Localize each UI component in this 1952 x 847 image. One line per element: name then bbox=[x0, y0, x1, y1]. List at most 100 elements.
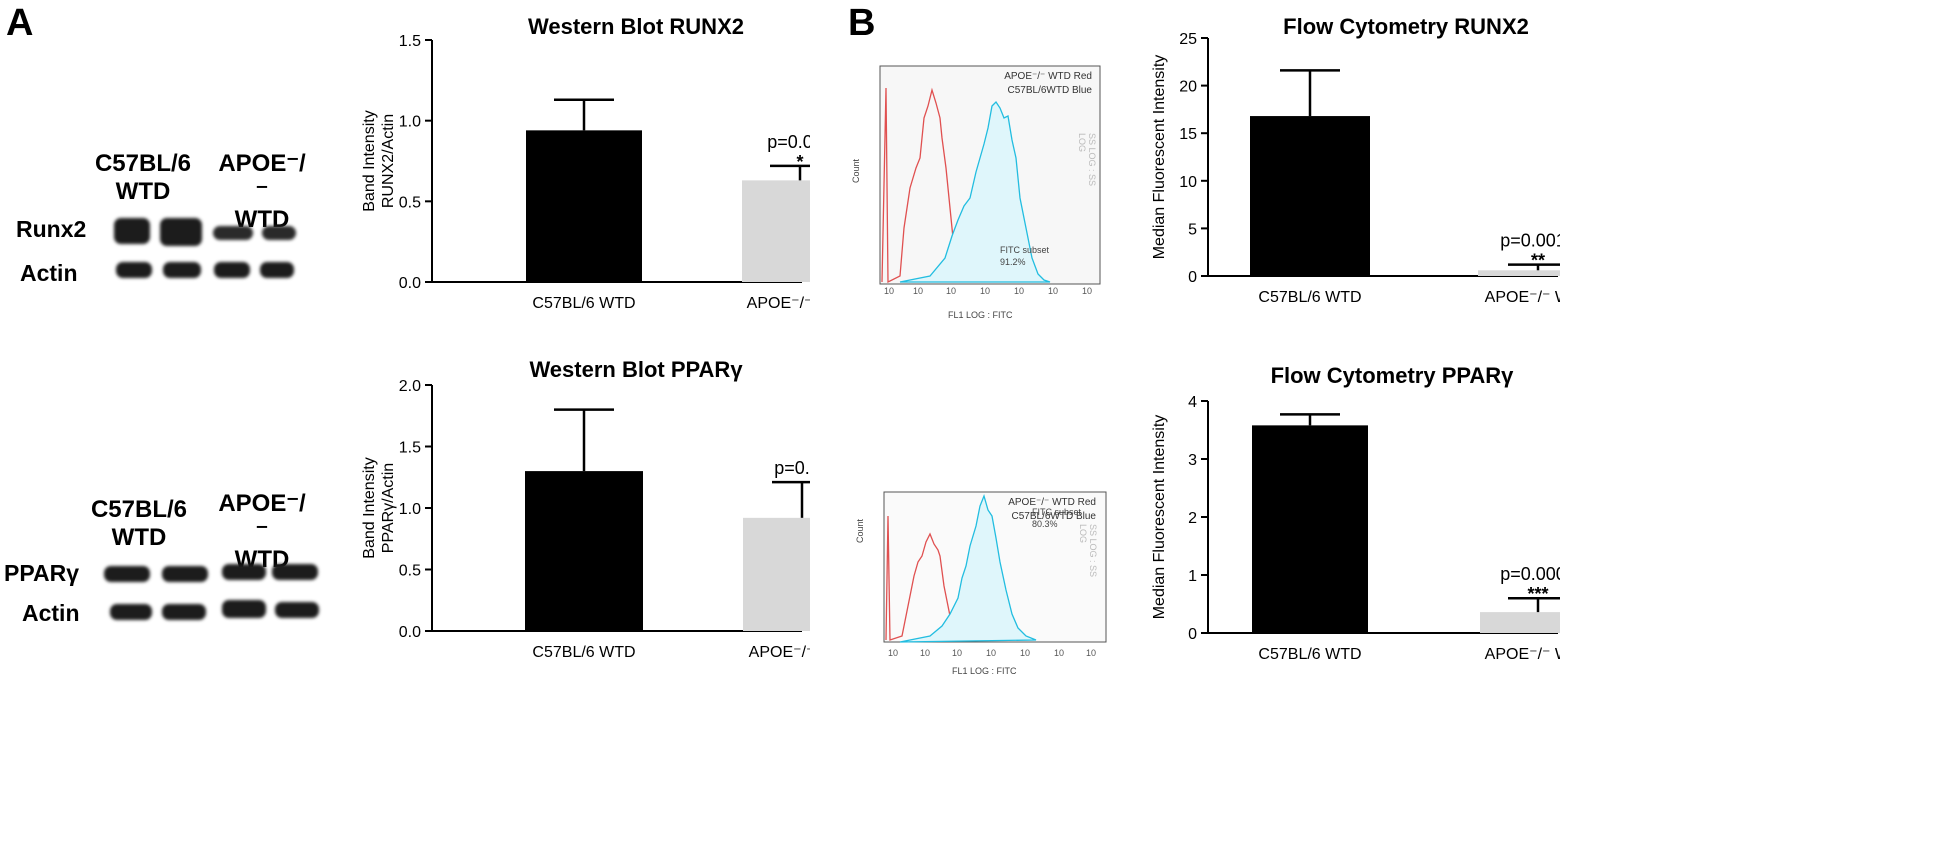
significance-stars: ** bbox=[1531, 251, 1545, 271]
category-label-1: APOE⁻/⁻ WTD bbox=[749, 644, 810, 661]
band-ppar-c57-1 bbox=[104, 566, 150, 582]
blot-group-label-c57: C57BL/6 WTD bbox=[90, 496, 188, 551]
y-axis-label: Band Intensity bbox=[361, 457, 378, 558]
band-actin-1 bbox=[110, 604, 152, 620]
flow-legend: APOE⁻/⁻ WTD Red C57BL/6WTD Blue bbox=[964, 496, 1096, 524]
x-tick: 10 bbox=[986, 648, 996, 658]
band-ppar-apoe-1 bbox=[222, 564, 266, 580]
y-tick-label: 4 bbox=[1188, 394, 1197, 411]
bar-1 bbox=[1478, 270, 1560, 276]
bar-0 bbox=[525, 471, 643, 631]
flow-histogram-ppar: 10 10 10 10 10 10 10 APOE⁻/⁻ WTD Red C57BL/… bbox=[840, 486, 1120, 686]
flow-ylabel: Count bbox=[851, 158, 862, 184]
category-label-0: C57BL/6 WTD bbox=[532, 644, 635, 661]
panel-label-b: B bbox=[848, 2, 876, 44]
chart-title: Flow Cytometry RUNX2 bbox=[1283, 14, 1529, 39]
x-tick: 10 bbox=[952, 648, 962, 658]
y-tick-label: 1.5 bbox=[399, 440, 421, 457]
x-tick: 10 bbox=[920, 648, 930, 658]
flow-xlabel: FL1 LOG : FITC bbox=[952, 666, 1017, 676]
y-tick-label: 2.0 bbox=[399, 378, 421, 395]
bar-1 bbox=[1480, 612, 1560, 633]
x-tick: 10 bbox=[946, 286, 956, 296]
legend-red: APOE⁻/⁻ WTD Red bbox=[1008, 497, 1096, 508]
band-ppar-apoe-2 bbox=[272, 564, 318, 580]
blot-group-label-apoe: APOE⁻/⁻ WTD bbox=[218, 490, 306, 573]
significance-stars: * bbox=[796, 152, 803, 172]
chart-title: Flow Cytometry PPARγ bbox=[1271, 363, 1515, 388]
band-actin-4 bbox=[260, 262, 294, 278]
x-tick: 10 bbox=[1020, 648, 1030, 658]
band-actin-4 bbox=[275, 602, 319, 618]
p-value-label: p=0.21 bbox=[774, 458, 810, 478]
x-tick: 10 bbox=[1086, 648, 1096, 658]
subset-title: FITC subset bbox=[1000, 245, 1050, 255]
y-axis-label: Median Fluorescent Intensity bbox=[1151, 55, 1168, 260]
flow-xlabel: FL1 LOG : FITC bbox=[948, 310, 1013, 320]
y-tick-label: 3 bbox=[1188, 452, 1197, 469]
blot-group-label-c57: C57BL/6 WTD bbox=[94, 150, 192, 205]
y-tick-label: 10 bbox=[1179, 174, 1197, 191]
significance-stars: *** bbox=[1527, 584, 1548, 604]
y-tick-label: 20 bbox=[1179, 79, 1197, 96]
fitc-subset-label: FITC subset 91.2% bbox=[1000, 244, 1049, 268]
band-actin-2 bbox=[163, 262, 201, 278]
blot-row-label-ppar: PPARγ bbox=[4, 560, 79, 586]
y-tick-label: 1.0 bbox=[399, 114, 421, 131]
chart-western-blot-ppar: Western Blot PPARγ 0.0 0.5 1.0 1.5 2.0 Band In… bbox=[361, 357, 810, 661]
p-value-label: p=0.0015 bbox=[1500, 231, 1560, 251]
blot-group-label-apoe: APOE⁻/⁻ WTD bbox=[218, 150, 306, 233]
flow-right-label: SS LOG : SS LOG bbox=[1078, 524, 1098, 578]
x-tick: 10 bbox=[980, 286, 990, 296]
bar-0 bbox=[1250, 116, 1370, 277]
blot-row-label-actin: Actin bbox=[20, 260, 78, 286]
bar-0 bbox=[1252, 425, 1368, 633]
y-tick-label: 5 bbox=[1188, 221, 1197, 238]
chart-flow-ppar: Flow Cytometry PPARγ 0 1 2 3 4 Median Fluoresc… bbox=[1151, 363, 1560, 663]
bar-0 bbox=[526, 130, 642, 282]
y-tick-label: 1.0 bbox=[399, 501, 421, 518]
subset-value: 80.3% bbox=[1032, 519, 1058, 529]
x-tick: 10 bbox=[1054, 648, 1064, 658]
bar-1 bbox=[742, 180, 810, 282]
category-label-0: C57BL/6 WTD bbox=[1258, 646, 1361, 663]
y-axis-label: Median Fluorescent Intensity bbox=[1151, 415, 1168, 620]
fitc-subset-label: FITC subset 80.3% bbox=[1032, 506, 1081, 530]
band-actin-2 bbox=[162, 604, 206, 620]
flow-ylabel: Count bbox=[855, 518, 866, 544]
x-tick: 10 bbox=[913, 286, 923, 296]
category-label-0: C57BL/6 WTD bbox=[1258, 289, 1361, 306]
band-runx2-c57-1 bbox=[114, 218, 150, 244]
y-tick-label: 0.0 bbox=[399, 275, 421, 292]
y-axis-label: Band Intensity bbox=[361, 110, 378, 211]
band-runx2-c57-2 bbox=[160, 218, 202, 246]
blot-row-label-runx2: Runx2 bbox=[16, 216, 87, 242]
band-runx2-apoe-1 bbox=[213, 226, 253, 240]
band-ppar-c57-2 bbox=[162, 566, 208, 582]
chart-western-blot-runx2: Western Blot RUNX2 0.0 0.5 1.0 1.5 Band Inten… bbox=[361, 14, 810, 312]
band-runx2-apoe-2 bbox=[262, 226, 296, 240]
legend-blue: C57BL/6WTD Blue bbox=[1007, 85, 1092, 96]
category-label-1: APOE⁻/⁻ WTD bbox=[747, 295, 810, 312]
flow-histogram-runx2: 10 10 10 10 10 10 10 APOE⁻/⁻ WTD Red C57BL/… bbox=[840, 58, 1120, 328]
y-tick-label: 0 bbox=[1188, 626, 1197, 643]
category-label-0: C57BL/6 WTD bbox=[532, 295, 635, 312]
flow-right-label: SS LOG : SS LOG bbox=[1077, 133, 1097, 187]
legend-blue: C57BL/6WTD Blue bbox=[1011, 511, 1096, 522]
western-blot-ppar: C57BL/6 WTD APOE⁻/⁻ WTD PPARγ Actin bbox=[0, 490, 340, 650]
band-actin-1 bbox=[116, 262, 152, 278]
category-label-1: APOE⁻/⁻ WTD bbox=[1485, 289, 1560, 306]
x-tick: 10 bbox=[888, 648, 898, 658]
subset-title: FITC subset bbox=[1032, 507, 1082, 517]
band-actin-3 bbox=[214, 262, 250, 278]
x-tick: 10 bbox=[1014, 286, 1024, 296]
x-tick: 10 bbox=[884, 286, 894, 296]
blot-row-label-actin: Actin bbox=[22, 600, 80, 626]
x-tick: 10 bbox=[1082, 286, 1092, 296]
y-axis-label: PPARγ/Actin bbox=[380, 463, 397, 553]
y-tick-label: 15 bbox=[1179, 126, 1197, 143]
western-blot-runx2: C57BL/6 WTD APOE⁻/⁻ WTD Runx2 Actin bbox=[0, 140, 340, 310]
category-label-1: APOE⁻/⁻ WTD bbox=[1485, 646, 1560, 663]
y-axis-label: RUNX2/Actin bbox=[380, 114, 397, 208]
y-tick-label: 1 bbox=[1188, 568, 1197, 585]
